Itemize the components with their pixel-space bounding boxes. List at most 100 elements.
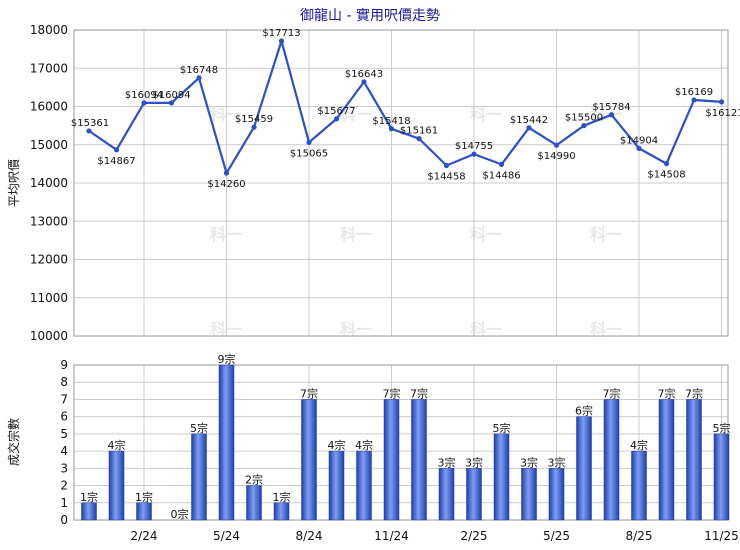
bar-data-label: 3宗 [438, 455, 456, 469]
price-point [581, 123, 587, 129]
bar-data-label: 6宗 [575, 404, 593, 418]
volume-bar [108, 450, 125, 521]
volume-bar [603, 399, 620, 521]
line-y-tick-label: 15000 [30, 138, 68, 152]
volume-bar [411, 399, 427, 521]
watermark-text: 科一 [470, 225, 502, 244]
price-data-label: $14755 [455, 141, 493, 152]
volume-bar [631, 450, 647, 521]
bar-y-tick-label: 1 [60, 496, 68, 510]
price-point [636, 145, 642, 152]
price-data-label: $14486 [482, 170, 520, 181]
volume-bar [438, 468, 455, 521]
volume-bar [466, 468, 482, 521]
line-y-tick-label: 13000 [30, 214, 68, 228]
price-point [498, 161, 505, 168]
price-point [306, 139, 312, 145]
bar-data-label: 7宗 [410, 386, 428, 400]
volume-bar [548, 468, 565, 521]
bar-series [81, 364, 730, 521]
watermark-text: 科一 [340, 225, 372, 244]
price-data-label: $16643 [345, 69, 383, 80]
bar-data-label: 7宗 [603, 386, 621, 400]
chart-title: 御龍山 - 實用呎價走勢 [300, 7, 440, 24]
line-plot-area [73, 29, 729, 337]
bar-data-label: 7宗 [685, 386, 703, 400]
bar-data-label: 7宗 [383, 386, 401, 400]
watermark-text: 科一 [590, 225, 622, 244]
line-y-tick-label: 12000 [30, 253, 68, 267]
volume-bar [576, 416, 592, 521]
price-line [88, 39, 722, 175]
volume-bar [521, 468, 537, 521]
volume-bar [81, 502, 97, 521]
price-point [361, 79, 367, 85]
watermark-text: 科一 [470, 320, 502, 339]
bar-data-label: 1宗 [80, 490, 98, 504]
watermark-text: 科一 [590, 320, 622, 339]
bar-y-tick-label: 5 [60, 427, 68, 441]
line-y-tick-label: 18000 [30, 23, 68, 37]
price-data-label: $15784 [592, 102, 630, 113]
x-tick-label: 2/25 [461, 529, 488, 543]
price-data-label: $15677 [317, 106, 355, 117]
bar-data-label: 9宗 [218, 352, 236, 366]
bar-y-tick-label: 2 [60, 479, 68, 493]
bar-data-label: 7宗 [300, 386, 318, 400]
x-tick-label: 8/24 [296, 529, 323, 543]
price-data-label: $14260 [207, 179, 245, 190]
volume-bar [136, 502, 152, 521]
bar-data-label: 0宗 [171, 507, 189, 521]
price-point [691, 97, 697, 103]
bar-data-label: 4宗 [328, 438, 346, 452]
bar-data-label: 1宗 [273, 490, 291, 504]
price-data-label: $15418 [372, 116, 410, 127]
price-data-label: $16748 [180, 65, 218, 76]
volume-bar [383, 399, 400, 521]
price-data-label: $14508 [647, 170, 685, 181]
price-data-label: $16094 [152, 90, 190, 101]
price-data-label: $16094 [125, 90, 163, 101]
price-data-label: $15161 [400, 126, 438, 137]
price-data-label: $16169 [675, 87, 713, 98]
x-tick-label: 5/24 [213, 529, 240, 543]
price-point [443, 162, 450, 169]
x-tick-label: 2/24 [131, 529, 158, 543]
price-point [168, 100, 175, 106]
bar-data-label: 3宗 [520, 455, 538, 469]
bar-data-label: 3宗 [548, 455, 566, 469]
line-chart-grid [74, 29, 728, 337]
price-point [223, 170, 230, 176]
watermark-text: 科一 [340, 105, 372, 124]
price-point [333, 116, 340, 122]
line-y-tick-label: 17000 [30, 61, 68, 75]
bar-y-axis-title: 成交宗數 [6, 418, 21, 466]
bar-y-tick-label: 8 [60, 375, 68, 389]
price-point [526, 125, 532, 131]
price-point [388, 126, 395, 132]
volume-bar [273, 502, 290, 521]
line-y-axis-title: 平均呎價 [7, 159, 21, 207]
line-y-tick-label: 11000 [30, 291, 68, 305]
price-point [416, 135, 422, 142]
bar-y-tick-label: 4 [60, 444, 68, 458]
price-data-label: $14458 [427, 171, 465, 182]
price-data-label: $15459 [235, 114, 273, 125]
price-data-label: $16121 [705, 108, 740, 119]
price-point [471, 151, 477, 157]
volume-bar [191, 433, 207, 521]
x-tick-label: 11/24 [374, 529, 409, 543]
bar-y-tick-label: 0 [60, 513, 68, 527]
data-labels: 1宗 4宗 1宗 0宗 5宗 9宗 2宗 1宗 7宗 4宗 4宗 7宗 7宗 3宗 3宗 5宗 3宗 3宗 6宗 7宗… [71, 28, 740, 521]
price-data-label: $14867 [97, 156, 135, 167]
watermark-text: 科一 [340, 320, 372, 339]
watermark-text: 科一 [470, 105, 502, 124]
bar-data-label: 5宗 [190, 421, 208, 435]
price-point [718, 99, 725, 105]
x-tick-label: 8/25 [626, 529, 653, 543]
price-point [251, 124, 257, 130]
bar-data-label: 4宗 [355, 438, 373, 452]
bar-y-tick-label: 3 [60, 461, 68, 475]
